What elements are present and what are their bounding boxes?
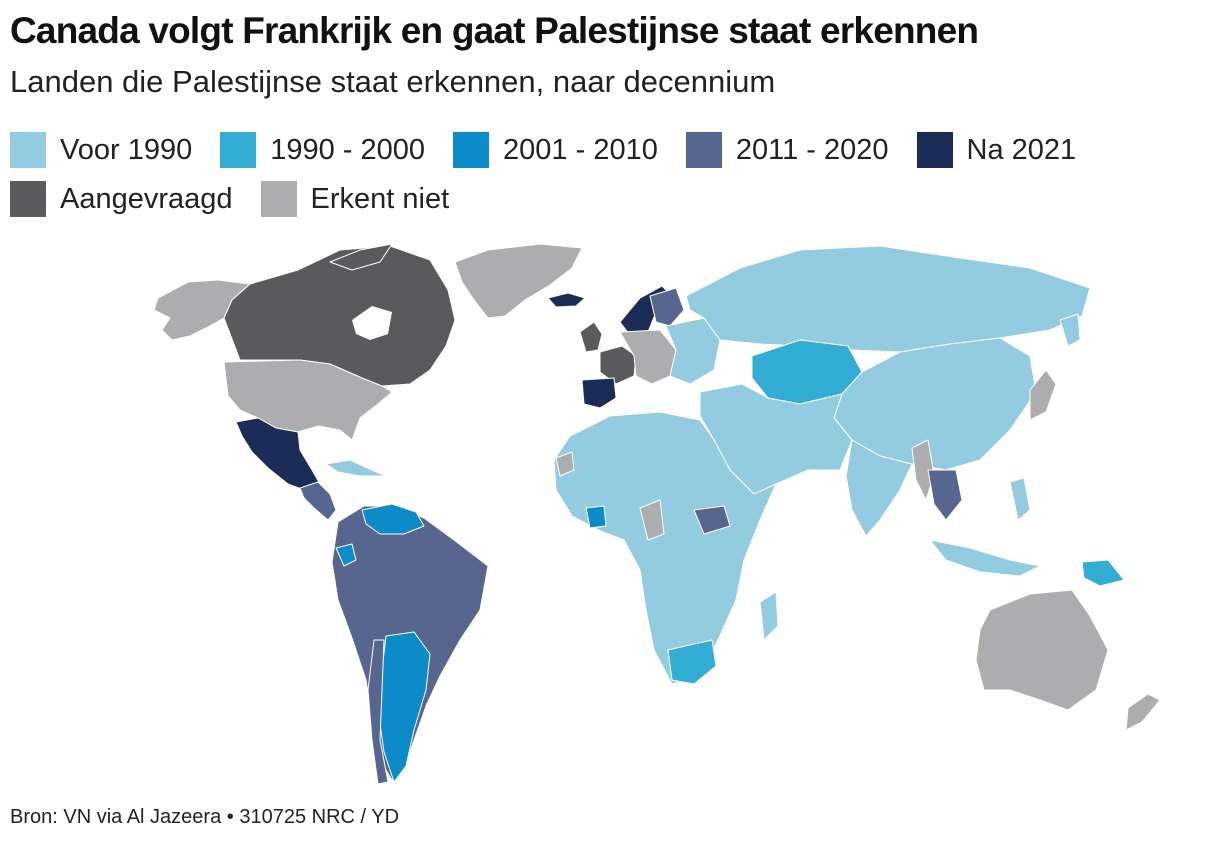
region-japan	[1029, 369, 1057, 421]
page-title: Canada volgt Frankrijk en gaat Palestijn…	[10, 10, 979, 51]
region-myanmar	[911, 439, 935, 501]
region-chile	[367, 639, 389, 785]
region-iceland	[547, 292, 586, 308]
region-west-sahara	[555, 451, 575, 477]
page-subtitle: Landen die Palestijnse staat erkennen, n…	[10, 64, 776, 99]
legend-item-erkent-niet: Erkent niet	[260, 181, 450, 217]
legend-swatch-2001-2010	[453, 132, 490, 168]
legend-label-na-2021: Na 2021	[966, 133, 1077, 166]
legend-swatch-aangevraagd	[10, 181, 46, 217]
region-thailand	[927, 469, 963, 521]
world-map	[153, 243, 1161, 785]
legend-label-2011-2020: 2011 - 2020	[735, 133, 889, 166]
region-central-europe	[619, 329, 677, 385]
source-line: Bron: VN via Al Jazeera • 310725 NRC / Y…	[10, 806, 399, 829]
region-france	[599, 345, 637, 385]
region-central-america	[299, 481, 337, 521]
region-png	[1081, 559, 1125, 587]
legend-swatch-2011-2020	[685, 132, 722, 168]
legend: Voor 1990 1990 - 2000 2001 - 2010 2011 -…	[10, 130, 1210, 228]
legend-item-2011-2020: 2011 - 2020	[685, 132, 889, 168]
region-kamchatka	[1059, 313, 1081, 347]
region-usa	[223, 359, 393, 441]
region-se-asia-islands	[929, 539, 1041, 577]
region-russia	[685, 245, 1091, 353]
region-madagascar	[759, 591, 779, 641]
legend-item-aangevraagd: Aangevraagd	[10, 181, 233, 217]
region-philippines	[1009, 477, 1031, 521]
region-ivory-coast	[585, 505, 607, 529]
legend-label-aangevraagd: Aangevraagd	[60, 182, 233, 215]
legend-label-2001-2010: 2001 - 2010	[503, 133, 658, 166]
region-alaska	[153, 279, 251, 341]
region-canada-islands	[329, 243, 393, 271]
region-australia	[975, 589, 1109, 711]
region-venezuela	[361, 503, 425, 535]
legend-swatch-na-2021	[916, 132, 953, 168]
legend-item-1990-2000: 1990 - 2000	[220, 132, 425, 168]
source-text: Bron: VN via Al Jazeera	[10, 806, 222, 828]
source-separator: •	[226, 806, 234, 828]
region-greenland	[454, 243, 583, 319]
legend-label-erkent-niet: Erkent niet	[310, 182, 450, 215]
legend-label-1990-2000: 1990 - 2000	[270, 133, 426, 166]
credit-text: 310725 NRC / YD	[239, 806, 400, 828]
region-india	[845, 439, 913, 537]
region-spain	[581, 377, 617, 409]
region-south-sudan	[693, 505, 731, 535]
region-uk-ireland	[579, 321, 603, 353]
region-finland	[649, 287, 685, 327]
legend-label-voor-1990: Voor 1990	[60, 133, 193, 166]
legend-swatch-1990-2000	[220, 132, 257, 168]
region-ecuador	[335, 543, 357, 567]
legend-item-2001-2010: 2001 - 2010	[453, 132, 658, 168]
legend-swatch-voor-1990	[10, 132, 46, 168]
region-caribbean	[325, 459, 387, 477]
region-hudson-bay	[352, 306, 392, 340]
legend-row-2: Aangevraagd Erkent niet	[10, 179, 1210, 219]
legend-item-voor-1990: Voor 1990	[10, 132, 192, 168]
region-cameroon	[639, 499, 665, 541]
legend-item-na-2021: Na 2021	[916, 132, 1077, 168]
legend-swatch-erkent-niet	[260, 181, 297, 217]
region-new-zealand	[1125, 693, 1161, 731]
region-south-africa	[667, 639, 717, 685]
legend-row-1: Voor 1990 1990 - 2000 2001 - 2010 2011 -…	[10, 130, 1210, 170]
